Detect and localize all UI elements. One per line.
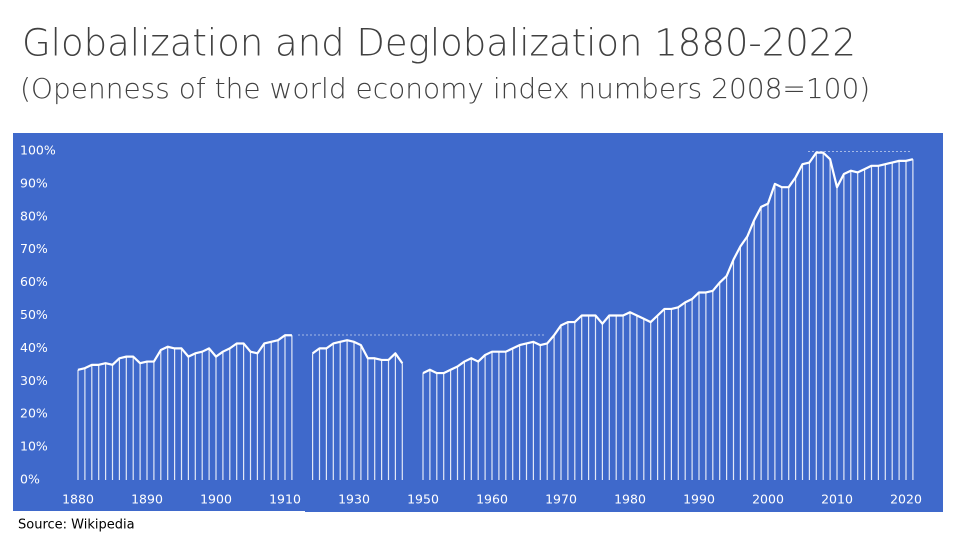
x-tick-label: 2020 [890, 492, 922, 507]
x-tick-label: 1930 [338, 492, 370, 507]
x-tick-label: 1900 [200, 492, 232, 507]
chart-subtitle: (Openness of the world economy index num… [20, 72, 870, 105]
y-tick-label: 20% [20, 406, 48, 421]
y-tick-label: 40% [20, 340, 48, 355]
x-tick-label: 1950 [407, 492, 439, 507]
source-box [0, 511, 305, 540]
y-tick-label: 80% [20, 208, 48, 223]
y-tick-label: 100% [20, 143, 56, 158]
x-tick-label: 1980 [614, 492, 646, 507]
x-tick-label: 1960 [476, 492, 508, 507]
x-tick-label: 1970 [545, 492, 577, 507]
x-tick-label: 1890 [131, 492, 163, 507]
marks: 0% 10% 20% 30% 40% 50% 60% 70% 80% 90% 100% 1880 189… [20, 143, 922, 507]
chart-title: Globalization and Deglobalization 1880-2… [22, 22, 856, 65]
y-tick-label: 70% [20, 241, 48, 256]
source: Source: Wikipedia [18, 518, 135, 533]
y-tick-label: 0% [20, 472, 40, 487]
x-tick-label: 2000 [752, 492, 784, 507]
y-tick-label: 30% [20, 373, 48, 388]
y-tick-label: 10% [20, 439, 48, 454]
x-tick-label: 1910 [269, 492, 301, 507]
y-tick-label: 60% [20, 274, 48, 289]
line [77, 151, 914, 375]
y-tick-label: 50% [20, 307, 48, 322]
y-tick-label: 90% [20, 175, 48, 190]
x-tick-label: 2010 [821, 492, 853, 507]
x-tick-label: 1880 [62, 492, 94, 507]
x-tick-label: 1990 [683, 492, 715, 507]
